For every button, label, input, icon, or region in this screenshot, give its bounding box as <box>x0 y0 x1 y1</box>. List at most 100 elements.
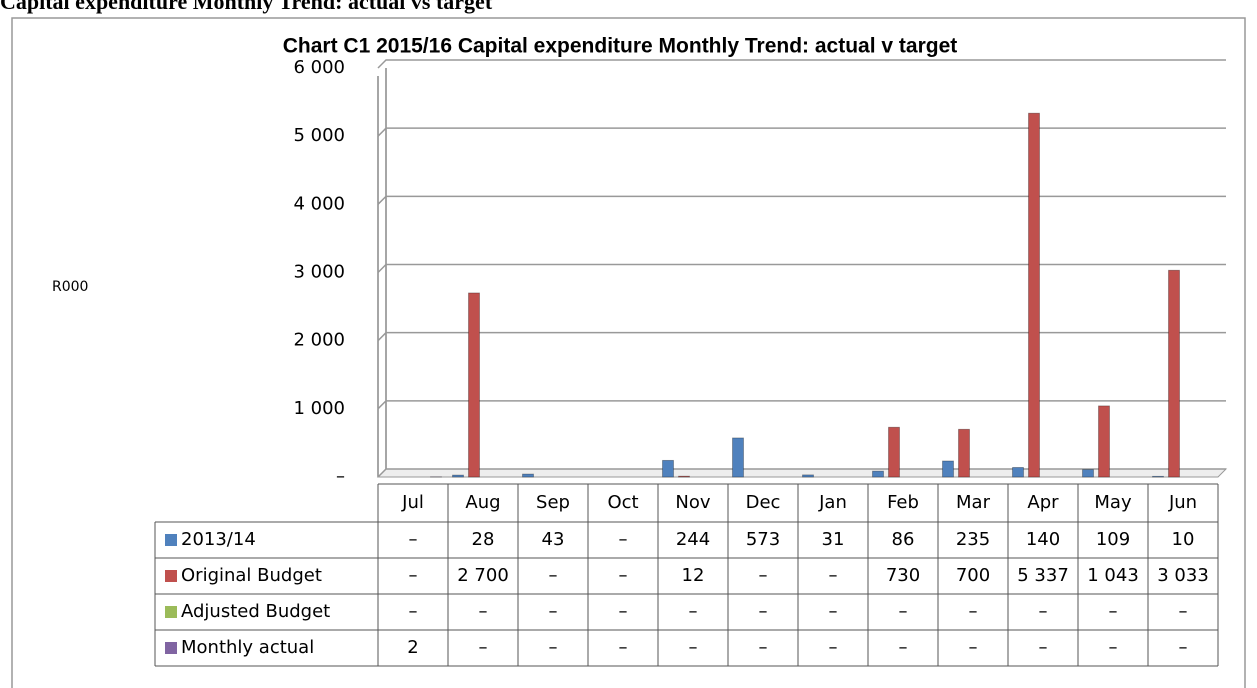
y-tick-label: 3 000 <box>293 262 345 283</box>
x-tick-label: Jun <box>1168 492 1197 513</box>
grid-line <box>377 127 1226 137</box>
bar <box>872 470 884 478</box>
table-cell: 2 700 <box>457 565 509 586</box>
bar <box>958 428 970 478</box>
grid-line <box>377 195 1226 205</box>
bar <box>1082 469 1094 478</box>
x-tick-label: Jan <box>818 492 847 513</box>
bar <box>942 460 954 478</box>
bar <box>468 292 480 478</box>
table-cell: – <box>619 637 628 658</box>
bar <box>1028 112 1040 478</box>
bar <box>802 474 814 478</box>
table-cell: – <box>409 565 418 586</box>
table-cell: 43 <box>542 529 565 550</box>
table-cell: – <box>899 601 908 622</box>
table-cell: – <box>1039 637 1048 658</box>
table-cell: – <box>479 601 488 622</box>
table-cell: – <box>759 637 768 658</box>
x-tick-label: Sep <box>536 492 570 513</box>
table-cell: – <box>549 565 558 586</box>
table-cell: – <box>689 637 698 658</box>
y-tick-label: 1 000 <box>293 398 345 419</box>
y-tick-label: 5 000 <box>293 125 345 146</box>
legend-swatch <box>165 570 177 582</box>
table-cell: 700 <box>956 565 990 586</box>
y-tick-label: 4 000 <box>293 193 345 214</box>
table-cell: – <box>759 565 768 586</box>
table-cell: – <box>829 601 838 622</box>
y-tick-label: 6 000 <box>293 57 345 78</box>
table-cell: – <box>409 601 418 622</box>
table-cell: – <box>549 601 558 622</box>
table-cell: 12 <box>682 565 705 586</box>
bar <box>888 426 900 478</box>
bar <box>662 459 674 478</box>
y-tick-label: 2 000 <box>293 330 345 351</box>
table-cell: – <box>759 601 768 622</box>
table-cell: – <box>619 529 628 550</box>
bar <box>678 475 690 478</box>
x-tick-label: Aug <box>465 492 500 513</box>
x-tick-label: Jul <box>401 492 424 513</box>
page-heading: Capital expenditure Monthly Trend: actua… <box>0 0 493 14</box>
y-tick-label: – <box>336 466 345 487</box>
bar <box>732 437 744 478</box>
table-cell: – <box>1109 637 1118 658</box>
table-cell: 2 <box>407 637 418 658</box>
table-cell: 244 <box>676 529 710 550</box>
chart-title: Chart C1 2015/16 Capital expenditure Mon… <box>283 35 958 58</box>
table-cell: 86 <box>892 529 915 550</box>
chart-border <box>11 17 1246 688</box>
bar <box>1152 475 1164 478</box>
legend-swatch <box>165 606 177 618</box>
legend-label: 2013/14 <box>181 529 256 550</box>
table-cell: – <box>969 637 978 658</box>
bar <box>1012 467 1024 478</box>
bar <box>1098 405 1110 478</box>
table-cell: – <box>619 565 628 586</box>
table-cell: – <box>1179 601 1188 622</box>
table-cell: – <box>549 637 558 658</box>
legend-label: Monthly actual <box>181 637 314 658</box>
bar <box>522 473 534 478</box>
grid-line <box>377 400 1226 410</box>
bar <box>452 474 464 478</box>
table-cell: 109 <box>1096 529 1130 550</box>
table-cell: 31 <box>822 529 845 550</box>
table-cell: – <box>829 565 838 586</box>
table-cell: – <box>969 601 978 622</box>
table-cell: – <box>479 637 488 658</box>
grid-line <box>377 263 1226 274</box>
table-cell: 730 <box>886 565 920 586</box>
table-cell: – <box>1179 637 1188 658</box>
table-cell: – <box>689 601 698 622</box>
table-cell: 28 <box>472 529 495 550</box>
bar <box>1168 269 1180 478</box>
legend-label: Original Budget <box>181 565 322 586</box>
table-cell: 10 <box>1172 529 1195 550</box>
x-tick-label: Feb <box>887 492 919 513</box>
table-cell: 3 033 <box>1157 565 1209 586</box>
y-axis-label: R000 <box>52 279 88 295</box>
x-tick-label: Dec <box>746 492 781 513</box>
legend-swatch <box>165 642 177 654</box>
x-tick-label: May <box>1094 492 1132 513</box>
table-cell: – <box>1039 601 1048 622</box>
table-cell: 1 043 <box>1087 565 1139 586</box>
grid-line <box>377 59 1226 69</box>
legend-swatch <box>165 534 177 546</box>
legend-label: Adjusted Budget <box>181 601 330 622</box>
x-tick-label: Mar <box>956 492 991 513</box>
table-cell: – <box>1109 601 1118 622</box>
x-tick-label: Apr <box>1027 492 1059 513</box>
table-cell: – <box>829 637 838 658</box>
table-cell: 5 337 <box>1017 565 1069 586</box>
grid-line <box>377 331 1226 342</box>
table-cell: 235 <box>956 529 990 550</box>
table-cell: – <box>619 601 628 622</box>
x-tick-label: Nov <box>675 492 710 513</box>
table-cell: 573 <box>746 529 780 550</box>
